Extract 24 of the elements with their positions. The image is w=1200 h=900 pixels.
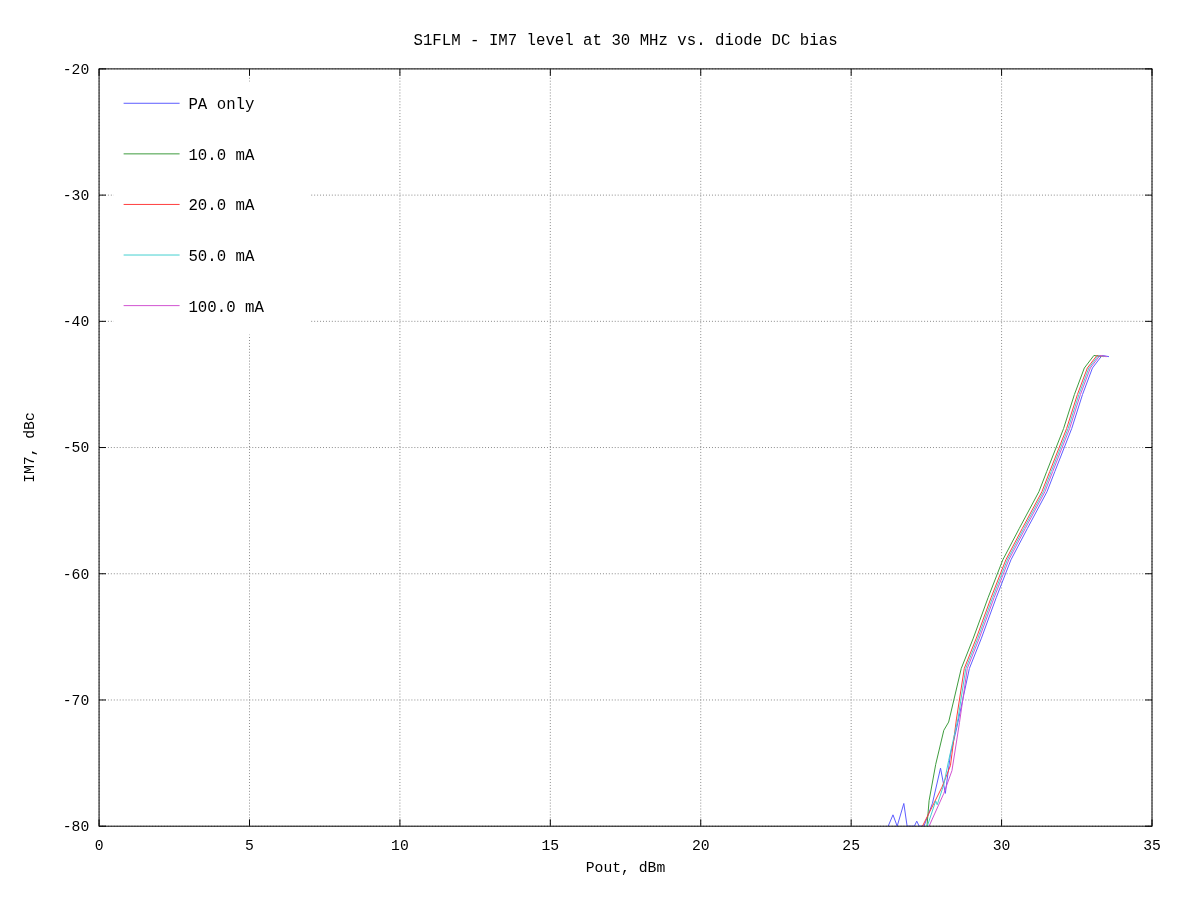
x-tick-label: 0 <box>94 837 104 854</box>
y-tick-label: -80 <box>62 819 90 836</box>
chart-title: S1FLM - IM7 level at 30 MHz vs. diode DC bias <box>413 32 838 51</box>
y-tick-label: -20 <box>62 61 90 78</box>
legend-label: 10.0 mA <box>188 146 255 165</box>
x-tick-label: 20 <box>691 837 710 854</box>
y-tick-label: -70 <box>62 692 90 709</box>
x-tick-label: 30 <box>992 837 1011 854</box>
x-tick-label: 5 <box>245 837 254 854</box>
x-axis-title: Pout, dBm <box>585 860 666 877</box>
x-tick-label: 25 <box>842 837 860 854</box>
x-tick-label: 35 <box>1143 837 1161 854</box>
y-tick-label: -50 <box>62 440 90 457</box>
legend-label: 20.0 mA <box>188 197 255 216</box>
line-series <box>887 354 1110 827</box>
x-tick-label: 15 <box>541 837 560 854</box>
x-tick-label: 10 <box>391 837 409 854</box>
y-axis-title: IM7, dBc <box>22 412 39 483</box>
y-tick-label: -30 <box>62 188 90 205</box>
legend-label: 100.0 mA <box>188 298 265 317</box>
y-tick-label: -40 <box>62 314 90 331</box>
legend-label: 50.0 mA <box>188 247 255 266</box>
legend-label: PA only <box>188 96 255 115</box>
y-tick-label: -60 <box>62 566 90 583</box>
